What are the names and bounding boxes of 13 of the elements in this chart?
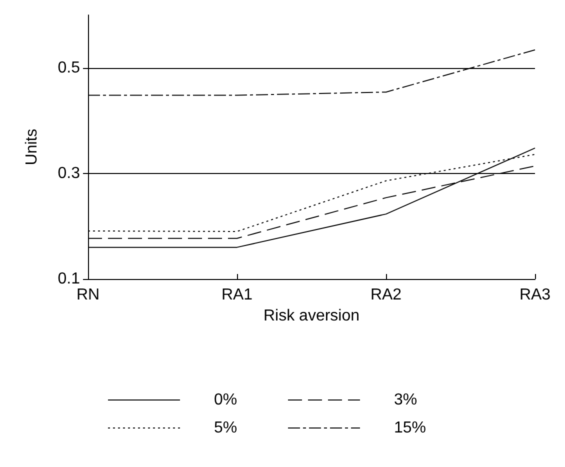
legend-label: 0% [214,392,238,408]
y-tick-label: 0.1 [58,270,80,288]
y-axis-title: Units [24,128,40,166]
legend-label: 5% [214,420,238,436]
x-tick-label: RN [76,286,100,304]
x-axis-title: Risk aversion [263,307,360,324]
legend-label: 15% [394,420,426,436]
x-tick-label: RA2 [370,286,402,304]
y-tick-label: 0.5 [58,59,80,76]
x-tick-label: RA1 [221,286,253,304]
legend-label: 3% [394,392,418,408]
y-tick-label: 0.3 [58,164,80,182]
x-tick-label: RA3 [519,286,551,304]
